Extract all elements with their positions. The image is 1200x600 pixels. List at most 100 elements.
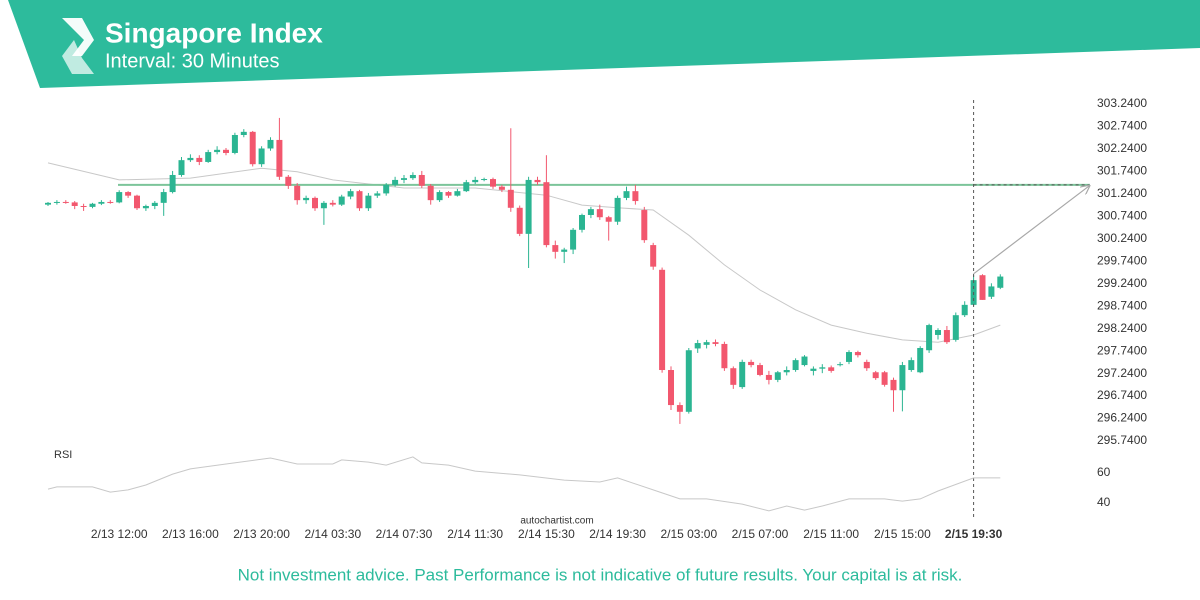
moving-average [47,162,1001,343]
candle-body [783,370,790,373]
x-tick-label: 2/15 03:00 [660,527,717,541]
y-tick-label: 298.2400 [1097,321,1147,335]
candle-body [436,192,443,201]
candle-body [125,192,132,196]
candle-body [338,196,345,205]
candle-body [623,191,630,198]
candle-body [80,205,87,207]
x-tick-label: 2/14 03:30 [304,527,361,541]
candle-body [792,360,799,371]
candle-body [45,202,51,205]
candle-body [632,191,639,202]
candle-body [774,372,781,380]
candle-body [685,350,692,412]
candle-body [668,370,674,406]
candle-body [187,157,194,161]
candle-body [730,368,737,385]
header-band [8,0,1200,88]
rsi-tick-label: 60 [1097,465,1111,479]
candle-body [178,160,185,175]
candle-body [374,193,381,196]
candle-body [890,379,897,391]
candle-body [53,201,60,203]
candle-body [819,367,826,369]
x-tick-label: 2/14 11:30 [447,527,503,541]
candle-body [320,202,327,209]
candle-body [765,374,772,380]
candle-body [712,342,719,344]
candle-body [498,186,505,190]
candle-body [703,342,710,345]
candle-body [151,202,158,206]
candle-body [454,191,461,196]
candle-body [997,276,1004,288]
candle-body [801,356,808,366]
rsi-tick-label: 40 [1097,495,1111,509]
y-tick-label: 303.2400 [1097,96,1147,110]
candle-body [837,364,844,366]
candle-body [614,197,621,222]
candle-body [899,365,906,391]
candle-body [383,184,390,194]
candle-body [605,217,612,222]
candle-body [561,249,568,252]
candle-body [142,205,149,209]
candle-body [863,361,870,369]
candle-body [329,202,336,205]
rsi-line [47,456,1001,512]
y-tick-label: 298.7400 [1097,298,1147,312]
x-tick-label: 2/15 11:00 [803,527,859,541]
candle-body [490,179,496,187]
candle-body [552,245,559,252]
candle-body [196,157,203,162]
candle-body [312,197,318,209]
candle-body [587,209,594,215]
candle-body [534,179,541,183]
candle-body [401,178,407,180]
candle-body [214,149,221,153]
candle-body [757,365,763,375]
candle-body [267,139,274,149]
candle-body [935,330,941,335]
candle-body [231,134,238,153]
candle-body [160,192,167,203]
candle-body [71,202,78,206]
candle-body [134,195,140,209]
candle-body [463,182,470,192]
candle-body [169,174,176,193]
candle-body [694,343,701,349]
x-tick-label: 2/15 15:00 [874,527,931,541]
candle-body [854,352,861,356]
candle-body [285,176,292,186]
y-tick-label: 300.2400 [1097,231,1147,245]
candle-body [472,179,479,183]
forecast-arrow [973,186,1090,275]
logo [62,18,94,56]
y-tick-label: 297.7400 [1097,343,1147,357]
x-tick-label: 2/14 19:30 [589,527,646,541]
x-tick-label: 2/13 12:00 [91,527,148,541]
candle-body [409,174,416,179]
watermark: autochartist.com [520,516,593,527]
x-tick-label: 2/13 16:00 [162,527,219,541]
logo [62,40,94,74]
candle-body [347,191,354,197]
y-tick-label: 299.2400 [1097,276,1147,290]
candle-body [676,405,683,412]
candle-body [908,360,915,371]
candle-body [240,131,247,135]
candle-body [249,131,256,165]
y-tick-label: 300.7400 [1097,209,1147,223]
y-tick-label: 297.2400 [1097,366,1147,380]
candle-body [116,192,123,203]
candle-body [516,207,523,234]
candle-body [427,185,434,201]
footer: Not investment advice. Past Performance … [238,565,963,584]
candle-body [988,286,995,297]
candle-body [543,182,550,246]
candle-body [223,149,229,153]
x-tick-label: 2/14 07:30 [376,527,433,541]
candle-body [739,361,746,388]
candle-body [596,209,603,218]
